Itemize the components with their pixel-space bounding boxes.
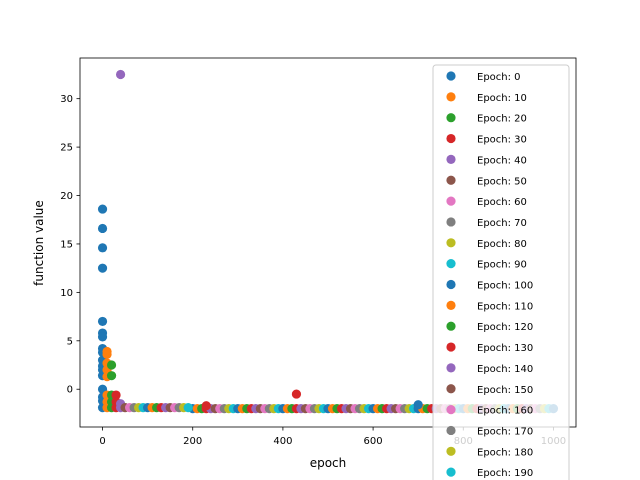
legend-marker — [446, 446, 456, 456]
x-tick-label: 0 — [99, 436, 105, 447]
y-tick-label: 30 — [60, 94, 73, 105]
legend-label: Epoch: 30 — [477, 135, 527, 146]
legend-marker — [446, 196, 456, 206]
y-tick-label: 0 — [67, 385, 73, 396]
legend-marker — [446, 425, 456, 436]
y-axis-label: function value — [32, 200, 46, 286]
x-tick-label: 200 — [183, 436, 202, 447]
legend-label: Epoch: 150 — [477, 385, 533, 396]
legend-label: Epoch: 130 — [477, 343, 533, 354]
legend-marker — [446, 363, 456, 373]
series-point — [106, 360, 117, 370]
legend-label: Epoch: 0 — [477, 72, 521, 83]
series-point — [97, 204, 108, 214]
y-tick-label: 5 — [67, 336, 73, 347]
series-point — [97, 332, 108, 342]
y-tick-label: 15 — [60, 239, 73, 250]
legend-label: Epoch: 80 — [477, 239, 527, 250]
outlier-point — [291, 389, 302, 399]
legend-marker — [446, 384, 456, 394]
legend-label: Epoch: 100 — [477, 281, 533, 292]
series-point — [183, 403, 193, 413]
y-tick-label: 10 — [60, 288, 73, 299]
legend-label: Epoch: 170 — [477, 426, 533, 437]
x-axis-label: epoch — [310, 456, 347, 470]
legend-label: Epoch: 110 — [477, 301, 533, 312]
legend-label: Epoch: 90 — [477, 260, 527, 271]
outlier-point — [413, 400, 423, 410]
legend-label: Epoch: 20 — [477, 114, 527, 125]
y-tick-label: 20 — [60, 191, 73, 202]
series-point — [102, 349, 112, 359]
legend-marker — [446, 113, 456, 123]
legend-label: Epoch: 180 — [477, 447, 533, 458]
legend-marker — [446, 467, 456, 477]
legend-marker — [446, 342, 456, 352]
legend-marker — [446, 133, 456, 144]
legend-label: Epoch: 190 — [477, 468, 533, 479]
legend-label: Epoch: 40 — [477, 155, 527, 166]
outlier-point — [201, 401, 211, 411]
legend-label: Epoch: 120 — [477, 322, 533, 333]
x-tick-label: 400 — [273, 436, 292, 447]
legend-label: Epoch: 70 — [477, 218, 527, 229]
series-point — [97, 316, 108, 327]
legend-marker — [446, 71, 456, 81]
y-tick-label: 25 — [60, 143, 73, 154]
x-tick-label: 600 — [364, 436, 383, 447]
series-point — [97, 243, 108, 253]
legend-label: Epoch: 10 — [477, 93, 527, 104]
series-point — [111, 390, 121, 400]
series-point — [115, 69, 126, 80]
legend-marker — [446, 321, 456, 331]
legend-label: Epoch: 140 — [477, 364, 533, 375]
legend-marker — [446, 279, 456, 290]
legend-label: Epoch: 60 — [477, 197, 527, 208]
series-point — [97, 223, 108, 234]
legend: Epoch: 0 Epoch: 10 Epoch: 20 Epoch: 30 Epoch… — [432, 64, 570, 480]
legend-marker — [446, 217, 456, 227]
series-point — [97, 263, 108, 273]
legend-label: Epoch: 50 — [477, 176, 527, 187]
plot-frame — [79, 57, 577, 428]
legend-marker — [446, 405, 456, 415]
legend-marker — [446, 300, 456, 310]
legend-marker — [446, 92, 456, 102]
legend-marker — [446, 175, 456, 185]
legend-marker — [446, 154, 456, 164]
series-point — [106, 371, 117, 381]
legend-label: Epoch: 160 — [477, 406, 533, 417]
legend-marker — [446, 238, 456, 248]
legend-box — [432, 64, 570, 480]
legend-marker — [446, 259, 456, 269]
